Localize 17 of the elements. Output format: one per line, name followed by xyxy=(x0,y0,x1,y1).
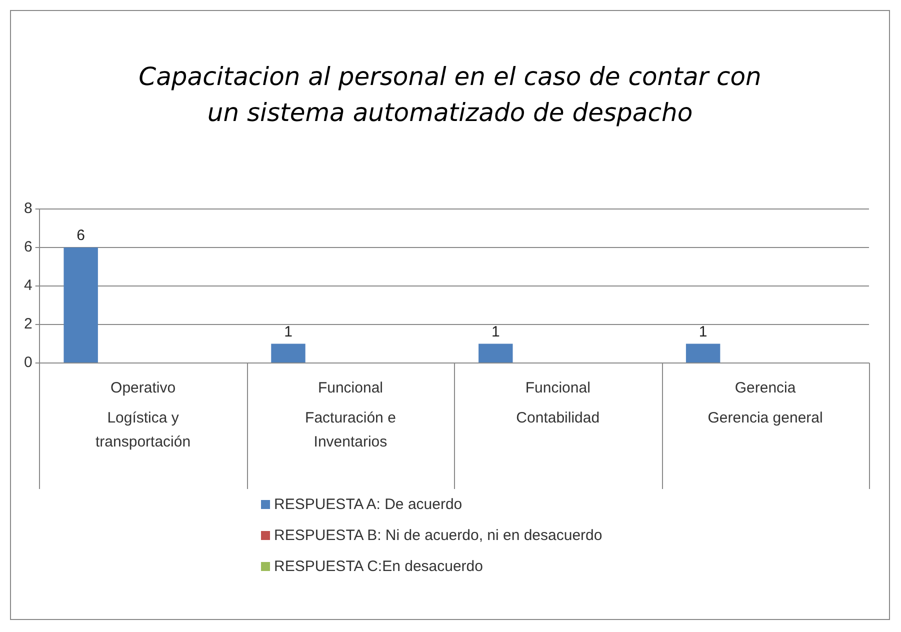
y-tick-label: 4 xyxy=(24,277,32,294)
data-label: 6 xyxy=(76,227,85,244)
legend-label: RESPUESTA A: De acuerdo xyxy=(274,496,462,513)
data-label: 1 xyxy=(491,323,500,340)
y-tick-label: 0 xyxy=(24,354,32,372)
legend-label: RESPUESTA C:En desacuerdo xyxy=(274,558,483,575)
x-tick-label: Funcional Contabilidad xyxy=(516,380,600,427)
chart-title: Capacitacion al personal en el caso de contar con un sistema automatizado de despacho xyxy=(138,61,762,130)
y-tick-label: 6 xyxy=(24,238,32,256)
data-label: 1 xyxy=(284,323,292,340)
legend-label: RESPUESTA B: Ni de acuerdo, ni en desacuerdo xyxy=(274,527,602,544)
x-tick-label: Funcional Facturación e Inventarios xyxy=(305,380,396,451)
y-tick-label: 8 xyxy=(24,200,32,218)
x-tick-label: Gerencia Gerencia general xyxy=(708,380,823,427)
data-label: 1 xyxy=(698,323,708,340)
x-tick-label: Operativo Logística y transportación xyxy=(96,380,191,451)
y-tick-label: 2 xyxy=(24,316,32,333)
